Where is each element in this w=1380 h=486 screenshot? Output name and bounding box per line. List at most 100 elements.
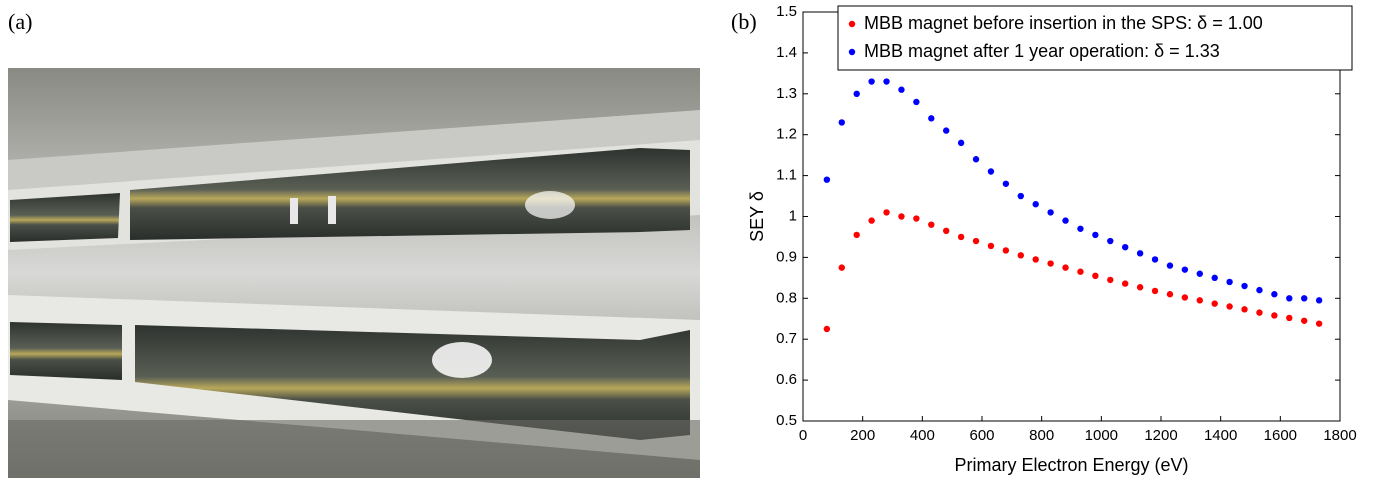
data-point [868, 78, 875, 85]
data-point [1181, 266, 1189, 273]
x-tick-label: 1800 [1323, 427, 1356, 444]
data-point [1017, 192, 1024, 200]
photo [8, 68, 700, 478]
data-point [838, 264, 845, 271]
data-point [1211, 274, 1218, 282]
data-point [1196, 297, 1203, 304]
data-point [1181, 294, 1189, 301]
data-point [1077, 268, 1084, 275]
data-point [957, 139, 965, 147]
data-point [928, 115, 935, 122]
data-point [868, 217, 875, 224]
x-tick-label: 800 [1029, 427, 1054, 444]
y-tick-label: 0.5 [776, 412, 797, 429]
y-tick-label: 1 [789, 207, 797, 224]
data-point [883, 78, 890, 85]
legend-label: MBB magnet before insertion in the SPS: … [864, 13, 1263, 33]
y-tick-label: 1.2 [776, 126, 797, 143]
data-point [853, 90, 860, 98]
data-point [1315, 297, 1323, 304]
data-point [913, 98, 920, 106]
data-point [987, 168, 995, 175]
data-point [987, 242, 995, 250]
data-point [943, 127, 950, 134]
data-point [1062, 264, 1069, 271]
data-point [823, 325, 831, 333]
y-tick-label: 0.9 [776, 248, 797, 265]
data-point [1286, 314, 1293, 322]
data-point [1047, 209, 1054, 216]
data-point [1211, 300, 1218, 307]
x-tick-label: 1600 [1264, 427, 1297, 444]
data-point [972, 237, 980, 245]
x-axis-label: Primary Electron Energy (eV) [954, 455, 1188, 475]
data-point [853, 231, 860, 239]
y-tick-label: 0.7 [776, 330, 797, 347]
data-point [838, 119, 845, 126]
data-point [913, 215, 920, 222]
data-point [957, 233, 965, 241]
data-point [1271, 312, 1278, 319]
data-point [883, 209, 890, 216]
legend-marker [848, 20, 856, 28]
y-tick-label: 0.6 [776, 371, 797, 388]
legend: MBB magnet before insertion in the SPS: … [837, 5, 1353, 71]
data-point [1271, 291, 1278, 298]
data-point [1241, 282, 1248, 290]
data-point [1002, 180, 1010, 187]
y-tick-label: 0.8 [776, 289, 797, 306]
data-point [1002, 247, 1010, 254]
x-tick-label: 1000 [1085, 427, 1118, 444]
data-point [823, 176, 831, 183]
data-point [898, 213, 905, 220]
x-tick-label: 0 [799, 427, 807, 444]
data-point [972, 156, 980, 163]
data-point [1122, 243, 1129, 251]
data-point [1256, 286, 1263, 294]
data-point [1092, 272, 1099, 280]
data-point [1166, 262, 1174, 269]
data-point [1032, 256, 1039, 263]
data-point [1077, 225, 1084, 232]
data-point [1032, 201, 1039, 208]
data-point [1301, 317, 1308, 324]
data-point [1151, 256, 1159, 263]
data-point [1315, 320, 1323, 327]
data-point [1166, 291, 1174, 298]
data-point [1017, 252, 1024, 259]
data-point [1136, 250, 1144, 257]
plot: 0 200 400 600 800 1000 1200 1400 1600 1800 0.5 0.6 0… [731, 3, 1357, 475]
data-point [1301, 295, 1308, 302]
data-point [1256, 309, 1263, 316]
x-tick-label: 1400 [1204, 427, 1237, 444]
data-point [1092, 231, 1099, 239]
legend-box [837, 5, 1353, 71]
y-tick-label: 1.5 [776, 3, 797, 20]
data-point [1062, 217, 1069, 224]
data-point [1226, 303, 1233, 310]
y-tick-label: 1.3 [776, 85, 797, 102]
data-point [1136, 284, 1144, 291]
panel-label: (a) [8, 9, 32, 34]
data-point [1226, 278, 1233, 286]
y-tick-label: 1.1 [776, 167, 797, 184]
y-axis-label: SEY δ [747, 191, 767, 242]
axes-frame [802, 11, 1341, 422]
data-point [1196, 270, 1203, 277]
data-point [1107, 237, 1114, 245]
x-tick-label: 1200 [1144, 427, 1177, 444]
data-point [1047, 260, 1054, 267]
data-point [943, 227, 950, 235]
y-tick-label: 1.4 [776, 44, 797, 61]
legend-label: MBB magnet after 1 year operation: δ = 1… [864, 41, 1220, 61]
x-tick-label: 600 [969, 427, 994, 444]
data-point [1241, 306, 1248, 313]
panel-label: (b) [731, 9, 757, 34]
data-point [928, 221, 935, 228]
data-point [898, 86, 905, 93]
x-tick-label: 200 [850, 427, 875, 444]
data-point [1286, 295, 1293, 302]
legend-marker [848, 48, 856, 56]
data-point [1107, 276, 1114, 284]
